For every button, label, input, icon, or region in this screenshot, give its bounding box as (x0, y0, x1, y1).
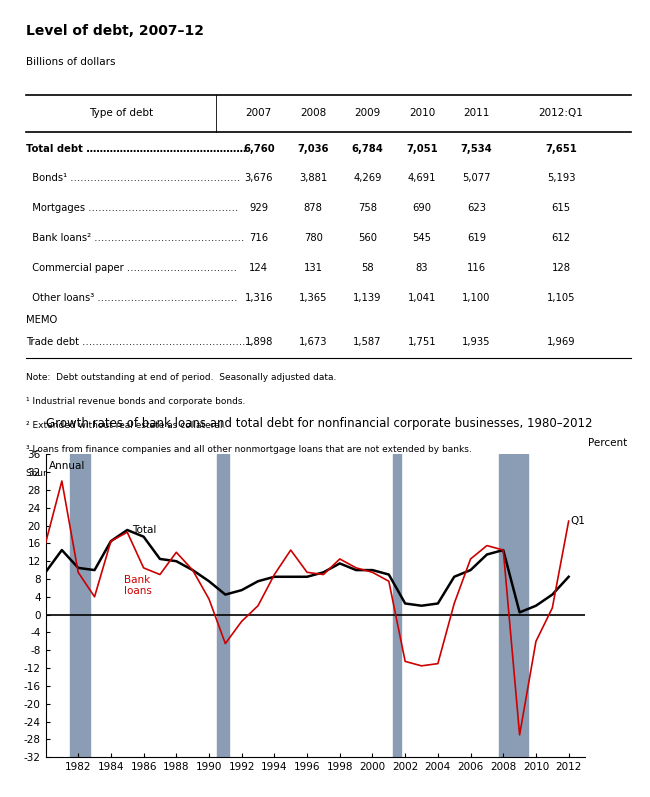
Text: 58: 58 (361, 263, 374, 273)
Bar (393, 454, 401, 757)
Text: 1,316: 1,316 (244, 292, 273, 303)
Text: 7,051: 7,051 (406, 143, 438, 154)
Text: 1,587: 1,587 (354, 336, 382, 347)
Text: 2010: 2010 (409, 108, 435, 118)
Text: Total debt …………………………………………: Total debt ………………………………………… (26, 143, 246, 154)
Text: ³ Loans from finance companies and all other nonmortgage loans that are not exte: ³ Loans from finance companies and all o… (26, 445, 472, 453)
Text: 128: 128 (551, 263, 571, 273)
Text: 7,036: 7,036 (298, 143, 329, 154)
Text: Q1: Q1 (570, 516, 585, 526)
Text: 619: 619 (467, 233, 486, 243)
Text: 1,100: 1,100 (462, 292, 491, 303)
Text: 4,691: 4,691 (408, 174, 436, 183)
Text: 615: 615 (551, 203, 571, 214)
Text: 2009: 2009 (354, 108, 381, 118)
Text: 690: 690 (413, 203, 432, 214)
Text: 716: 716 (249, 233, 268, 243)
Text: Bonds¹ ……………………………………………: Bonds¹ …………………………………………… (26, 174, 240, 183)
Text: ² Extended without real estate as collateral.: ² Extended without real estate as collat… (26, 421, 226, 430)
Text: 1,365: 1,365 (299, 292, 328, 303)
Text: 1,751: 1,751 (408, 336, 436, 347)
Text: 929: 929 (249, 203, 268, 214)
Text: Annual: Annual (49, 461, 85, 471)
Text: 4,269: 4,269 (354, 174, 382, 183)
Text: 2007: 2007 (246, 108, 272, 118)
Text: Bank loans² ………………………………………: Bank loans² ……………………………………… (26, 233, 244, 243)
Text: 2008: 2008 (300, 108, 326, 118)
Text: 1,105: 1,105 (547, 292, 575, 303)
Text: 1,898: 1,898 (244, 336, 273, 347)
Text: 612: 612 (551, 233, 571, 243)
Text: MEMO: MEMO (26, 315, 57, 325)
Text: 3,881: 3,881 (299, 174, 327, 183)
Bar (70, 454, 90, 757)
Text: ¹ Industrial revenue bonds and corporate bonds.: ¹ Industrial revenue bonds and corporate… (26, 397, 246, 406)
Bar (499, 454, 528, 757)
Text: 5,077: 5,077 (462, 174, 491, 183)
Text: 758: 758 (358, 203, 377, 214)
Text: Bank
loans: Bank loans (124, 575, 152, 596)
Text: 3,676: 3,676 (244, 174, 273, 183)
Text: 5,193: 5,193 (547, 174, 575, 183)
Text: Source:  Federal Reserve Board, flow of funds accounts.: Source: Federal Reserve Board, flow of f… (26, 469, 278, 477)
Text: 116: 116 (467, 263, 486, 273)
Text: 131: 131 (304, 263, 322, 273)
Text: 2012:Q1: 2012:Q1 (539, 108, 584, 118)
Text: Note:  Debt outstanding at end of period.  Seasonally adjusted data.: Note: Debt outstanding at end of period.… (26, 372, 337, 382)
Text: 560: 560 (358, 233, 377, 243)
Text: 2011: 2011 (463, 108, 489, 118)
Text: 7,651: 7,651 (545, 143, 577, 154)
Text: 623: 623 (467, 203, 486, 214)
Text: Level of debt, 2007–12: Level of debt, 2007–12 (26, 24, 204, 38)
Text: Growth rates of bank loans and total debt for nonfinancial corporate businesses,: Growth rates of bank loans and total deb… (46, 417, 592, 430)
Text: 6,760: 6,760 (243, 143, 274, 154)
Text: 878: 878 (304, 203, 322, 214)
Text: 1,139: 1,139 (354, 292, 382, 303)
Text: Total: Total (132, 525, 157, 535)
Text: 6,784: 6,784 (352, 143, 384, 154)
Text: Other loans³ ……………………………………: Other loans³ …………………………………… (26, 292, 237, 303)
Text: Billions of dollars: Billions of dollars (26, 57, 116, 68)
Text: 124: 124 (249, 263, 268, 273)
Text: Trade debt ……………………………………………: Trade debt …………………………………………… (26, 336, 252, 347)
Text: Type of debt: Type of debt (89, 108, 153, 118)
Text: Mortgages ………………………………………: Mortgages ……………………………………… (26, 203, 239, 214)
Text: 1,673: 1,673 (299, 336, 328, 347)
Text: 1,969: 1,969 (547, 336, 575, 347)
Text: Percent: Percent (588, 438, 627, 448)
Text: 1,041: 1,041 (408, 292, 436, 303)
Text: 545: 545 (413, 233, 432, 243)
Text: Commercial paper ……………………………: Commercial paper …………………………… (26, 263, 237, 273)
Text: 1,935: 1,935 (462, 336, 491, 347)
Text: 780: 780 (304, 233, 322, 243)
Text: 7,534: 7,534 (460, 143, 492, 154)
Text: 83: 83 (416, 263, 428, 273)
Bar (217, 454, 229, 757)
